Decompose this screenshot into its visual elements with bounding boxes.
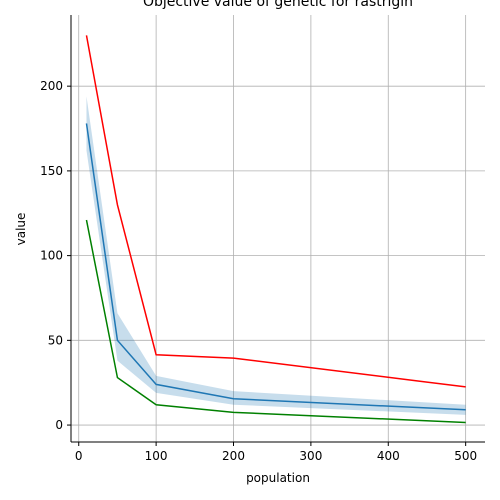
y-axis-label: value: [14, 213, 28, 246]
x-tick-label-5: 500: [454, 449, 477, 463]
y-tick-label-3: 150: [40, 164, 63, 178]
grid: [71, 15, 485, 442]
series-0-line: [85, 35, 466, 388]
series-lines: [85, 35, 466, 424]
x-tick-label-1: 100: [145, 449, 168, 463]
x-tick-label-0: 0: [75, 449, 83, 463]
series-2-line: [85, 219, 466, 424]
y-tick-label-2: 100: [40, 249, 63, 263]
x-tick-label-3: 300: [299, 449, 322, 463]
x-axis-label: population: [246, 471, 310, 485]
y-tick-label-4: 200: [40, 79, 63, 93]
axes: [70, 15, 485, 443]
y-tick-label-0: 0: [55, 418, 63, 432]
x-tick-label-4: 400: [377, 449, 400, 463]
y-tick-label-1: 50: [48, 333, 63, 347]
chart-title: Objective value of genetic for rastrigin: [143, 0, 413, 10]
ticks: 0 100 200 300 400 500 0 50 100 150 200: [40, 79, 477, 463]
x-tick-label-2: 200: [222, 449, 245, 463]
series-1-line: [85, 123, 466, 411]
